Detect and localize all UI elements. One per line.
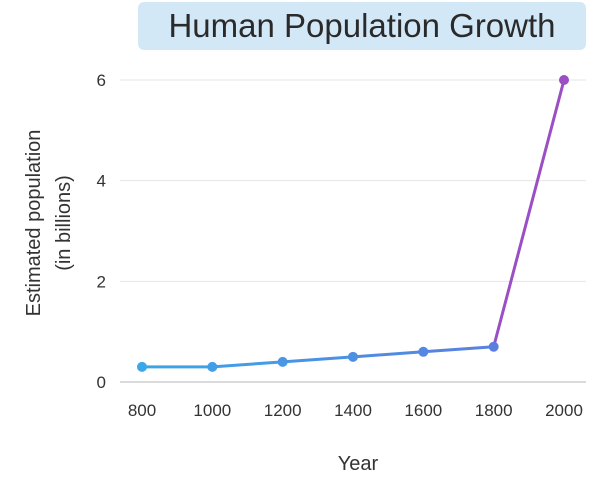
x-axis-ticks: 800 1000 1200 1400 1600 1800 2000 bbox=[128, 401, 583, 420]
series-line-segment bbox=[492, 78, 566, 349]
x-tick-label: 1600 bbox=[404, 401, 442, 420]
data-point bbox=[137, 361, 147, 372]
y-axis-title: Estimated population (in billions) bbox=[23, 130, 75, 317]
y-tick-label: 2 bbox=[97, 272, 106, 291]
x-axis-title: Year bbox=[338, 453, 379, 475]
x-tick-label: 2000 bbox=[545, 401, 583, 420]
y-axis-title-line-2: (in billions) bbox=[53, 175, 75, 271]
series-line-segment bbox=[421, 345, 496, 354]
data-point bbox=[277, 356, 288, 367]
x-tick-label: 1200 bbox=[264, 401, 302, 420]
data-point bbox=[559, 75, 569, 85]
series-layer bbox=[140, 78, 566, 369]
grid-layer bbox=[120, 79, 586, 282]
x-tick-label: 1800 bbox=[475, 401, 513, 420]
chart-title: Human Population Growth bbox=[138, 2, 586, 50]
series-line-segment bbox=[281, 355, 355, 364]
data-point bbox=[348, 351, 358, 362]
y-axis-title-line-1: Estimated population bbox=[23, 130, 45, 317]
x-tick-label: 800 bbox=[128, 401, 156, 420]
y-tick-label: 4 bbox=[97, 172, 106, 191]
y-axis-ticks: 0 2 4 6 bbox=[97, 71, 106, 392]
data-point bbox=[207, 361, 218, 372]
data-point bbox=[488, 341, 499, 352]
data-point bbox=[418, 346, 429, 357]
points-layer bbox=[137, 75, 569, 372]
y-tick-label: 6 bbox=[97, 71, 106, 90]
x-tick-label: 1400 bbox=[334, 401, 372, 420]
y-tick-label: 0 bbox=[97, 373, 106, 392]
series-line-segment bbox=[210, 360, 285, 369]
x-tick-label: 1000 bbox=[193, 401, 231, 420]
series-line-segment bbox=[351, 350, 425, 359]
